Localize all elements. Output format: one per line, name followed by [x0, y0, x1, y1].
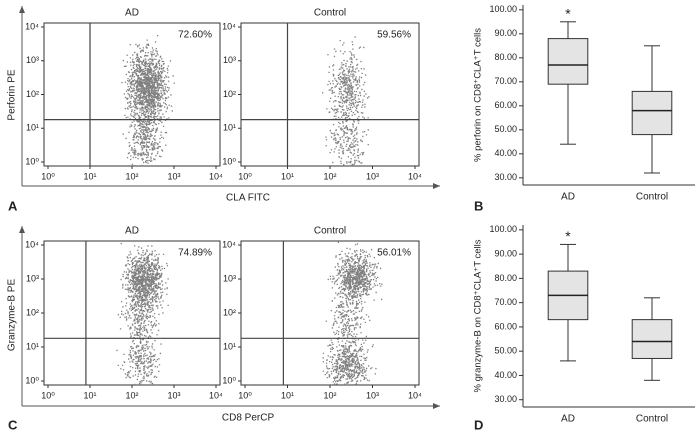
y-tick-label: 100.00	[489, 4, 517, 14]
panel-title: AD	[125, 226, 139, 237]
y-tick-label: 40.00	[494, 148, 517, 158]
x-tick-label: Control	[636, 192, 668, 203]
y-tick-label: 90.00	[494, 28, 517, 38]
x-tick-label: 10²	[125, 171, 138, 181]
y-tick-label: 60.00	[494, 100, 517, 110]
annotation: *	[565, 228, 571, 244]
y-tick-label: 10¹	[26, 341, 39, 351]
y-tick-label: 10²	[26, 307, 39, 317]
x-tick-label: 10⁰	[238, 390, 252, 400]
y-tick-label: 10³	[26, 55, 39, 65]
y-tick-label: 10³	[223, 273, 236, 283]
y-tick-label: 80.00	[494, 52, 517, 62]
annotation: 59.56%	[377, 30, 411, 41]
plot-frame	[240, 22, 420, 167]
y-tick-label: 50.00	[494, 124, 517, 134]
panel-title: Control	[314, 226, 346, 237]
y-tick-label: 60.00	[494, 321, 517, 331]
x-tick-label: 10²	[323, 171, 336, 181]
x-tick-label: 10¹	[83, 171, 96, 181]
y-tick-label: 10⁴	[25, 21, 39, 31]
y-tick-label: 30.00	[494, 394, 517, 404]
x-tick-label: 10³	[366, 390, 379, 400]
panel-letter: B	[474, 198, 483, 213]
y-axis-label: Granzyme-B PE	[7, 279, 18, 352]
panel-letter: D	[474, 417, 483, 432]
y-tick-label: 70.00	[494, 297, 517, 307]
x-tick-label: 10³	[167, 390, 180, 400]
x-tick-label: Control	[636, 414, 668, 425]
x-tick-label: 10¹	[281, 390, 294, 400]
panel-title: AD	[125, 8, 139, 19]
x-tick-label: 10⁰	[238, 171, 252, 181]
y-tick-label: 10⁴	[25, 239, 39, 249]
x-tick-label: 10⁰	[41, 171, 55, 181]
y-axis-label: % perforin on CD8⁺CLA⁺T cells	[473, 28, 484, 162]
x-tick-label: 10⁴	[408, 390, 422, 400]
panel-letter: C	[8, 417, 18, 432]
x-tick-label: 10¹	[83, 390, 96, 400]
y-tick-label: 10²	[223, 89, 236, 99]
x-tick-label: 10³	[167, 171, 180, 181]
x-tick-label: 10¹	[281, 171, 294, 181]
annotation: 72.60%	[178, 30, 212, 41]
x-tick-label: AD	[561, 414, 575, 425]
annotation: 56.01%	[377, 248, 411, 259]
dot-cloud	[322, 36, 370, 167]
x-tick-label: 10²	[323, 390, 336, 400]
y-tick-label: 10⁴	[222, 239, 236, 249]
y-tick-label: 10⁰	[222, 156, 236, 166]
panel-title: Control	[314, 8, 346, 19]
x-tick-label: 10⁰	[41, 390, 55, 400]
y-tick-label: 10³	[223, 55, 236, 65]
annotation: *	[565, 6, 571, 22]
y-tick-label: 100.00	[489, 224, 517, 234]
box	[547, 38, 589, 85]
y-tick-label: 10⁰	[25, 156, 39, 166]
plot-frame	[240, 240, 420, 386]
y-tick-label: 50.00	[494, 346, 517, 356]
panel-letter: A	[8, 198, 18, 213]
y-tick-label: 80.00	[494, 273, 517, 283]
x-tick-label: AD	[561, 192, 575, 203]
dot-cloud	[322, 241, 383, 386]
x-axis-label: CLA FITC	[226, 193, 270, 204]
y-tick-label: 10²	[26, 89, 39, 99]
y-tick-label: 10⁰	[25, 375, 39, 385]
y-tick-label: 10¹	[223, 341, 236, 351]
x-tick-label: 10⁴	[408, 171, 422, 181]
y-tick-label: 30.00	[494, 172, 517, 182]
box	[631, 319, 673, 359]
y-axis-label: % granzyme-B on CD8⁺CLA⁺T cells	[473, 239, 484, 392]
x-tick-label: 10²	[125, 390, 138, 400]
y-tick-label: 10¹	[223, 123, 236, 133]
y-tick-label: 10¹	[26, 123, 39, 133]
y-tick-label: 40.00	[494, 370, 517, 380]
x-tick-label: 10⁴	[209, 171, 223, 181]
dot-cloud	[116, 242, 169, 385]
annotation: 74.89%	[178, 248, 212, 259]
box	[631, 90, 673, 136]
y-tick-label: 70.00	[494, 76, 517, 86]
x-axis-label: CD8 PerCP	[222, 413, 275, 424]
y-axis-label: Perforin PE	[7, 69, 18, 120]
x-tick-label: 10⁴	[209, 390, 223, 400]
y-tick-label: 10²	[223, 307, 236, 317]
x-tick-label: 10³	[366, 171, 379, 181]
y-tick-label: 10⁰	[222, 375, 236, 385]
y-tick-label: 10³	[26, 273, 39, 283]
dot-cloud	[121, 35, 175, 167]
y-tick-label: 90.00	[494, 248, 517, 258]
y-tick-label: 10⁴	[222, 21, 236, 31]
